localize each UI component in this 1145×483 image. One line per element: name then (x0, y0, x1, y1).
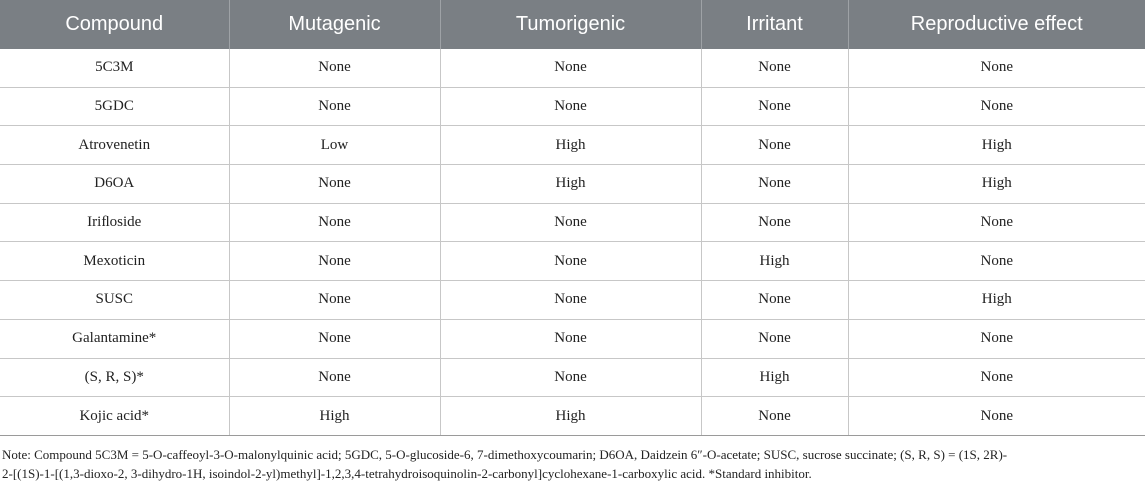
table-row: 5C3M None None None None (0, 49, 1145, 88)
cell-reproductive-effect: None (848, 87, 1145, 127)
cell-tumorigenic: None (440, 319, 702, 359)
table-footnote: Note: Compound 5C3M = 5-O-caffeoyl-3-O-m… (2, 445, 1142, 483)
cell-mutagenic: None (229, 358, 441, 398)
cell-mutagenic: None (229, 87, 441, 127)
cell-irritant: None (701, 164, 849, 204)
cell-tumorigenic: None (440, 241, 702, 282)
cell-tumorigenic: None (440, 87, 702, 127)
cell-tumorigenic: High (440, 164, 702, 204)
cell-reproductive-effect: High (848, 164, 1145, 204)
cell-compound: 5C3M (0, 49, 230, 88)
header-irritant: Irritant (701, 0, 849, 49)
cell-reproductive-effect: None (848, 203, 1145, 243)
cell-compound: Atrovenetin (0, 125, 230, 166)
cell-mutagenic: Low (229, 125, 441, 166)
cell-reproductive-effect: None (848, 396, 1145, 436)
cell-compound: Mexoticin (0, 241, 230, 282)
cell-compound: (S, R, S)* (0, 358, 230, 398)
cell-mutagenic: High (229, 396, 441, 436)
cell-compound: Galantamine* (0, 319, 230, 359)
cell-reproductive-effect: High (848, 125, 1145, 166)
cell-compound: Kojic acid* (0, 396, 230, 436)
cell-mutagenic: None (229, 280, 441, 320)
cell-irritant: None (701, 319, 849, 359)
table-row: SUSC None None None High (0, 280, 1145, 320)
cell-irritant: None (701, 125, 849, 166)
cell-reproductive-effect: None (848, 358, 1145, 398)
table-row: (S, R, S)* None None High None (0, 358, 1145, 398)
cell-mutagenic: None (229, 319, 441, 359)
table-row: Atrovenetin Low High None High (0, 125, 1145, 166)
table-row: Galantamine* None None None None (0, 319, 1145, 359)
cell-mutagenic: None (229, 203, 441, 243)
cell-irritant: None (701, 396, 849, 436)
table-header: Compound Mutagenic Tumorigenic Irritant … (0, 0, 1145, 49)
cell-irritant: High (701, 358, 849, 398)
cell-irritant: None (701, 49, 849, 88)
cell-tumorigenic: None (440, 280, 702, 320)
table-body: 5C3M None None None None 5GDC None None … (0, 49, 1145, 436)
cell-reproductive-effect: High (848, 280, 1145, 320)
cell-tumorigenic: High (440, 396, 702, 436)
cell-compound: 5GDC (0, 87, 230, 127)
table-row: 5GDC None None None None (0, 87, 1145, 127)
header-reproductive-effect: Reproductive effect (848, 0, 1145, 49)
table-row: Iriﬂoside None None None None (0, 203, 1145, 243)
footnote-line-1: Note: Compound 5C3M = 5-O-caffeoyl-3-O-m… (2, 446, 1008, 462)
header-row: Compound Mutagenic Tumorigenic Irritant … (0, 0, 1145, 49)
cell-irritant: None (701, 87, 849, 127)
header-tumorigenic: Tumorigenic (440, 0, 702, 49)
cell-compound: D6OA (0, 164, 230, 204)
cell-compound: SUSC (0, 280, 230, 320)
cell-irritant: None (701, 203, 849, 243)
toxicity-table: Compound Mutagenic Tumorigenic Irritant … (0, 0, 1145, 436)
cell-tumorigenic: None (440, 203, 702, 243)
cell-reproductive-effect: None (848, 319, 1145, 359)
footnote-line-2: 2-[(1S)-1-[(1,3-dioxo-2, 3-dihydro-1H, i… (2, 465, 812, 481)
table-row: Mexoticin None None High None (0, 241, 1145, 282)
cell-irritant: High (701, 241, 849, 282)
cell-tumorigenic: None (440, 358, 702, 398)
cell-mutagenic: None (229, 241, 441, 282)
cell-compound: Iriﬂoside (0, 203, 230, 243)
cell-tumorigenic: High (440, 125, 702, 166)
cell-reproductive-effect: None (848, 49, 1145, 88)
header-compound: Compound (0, 0, 230, 49)
table-row: D6OA None High None High (0, 164, 1145, 204)
table-row: Kojic acid* High High None None (0, 396, 1145, 436)
header-mutagenic: Mutagenic (229, 0, 441, 49)
cell-tumorigenic: None (440, 49, 702, 88)
cell-irritant: None (701, 280, 849, 320)
cell-mutagenic: None (229, 49, 441, 88)
cell-reproductive-effect: None (848, 241, 1145, 282)
cell-mutagenic: None (229, 164, 441, 204)
